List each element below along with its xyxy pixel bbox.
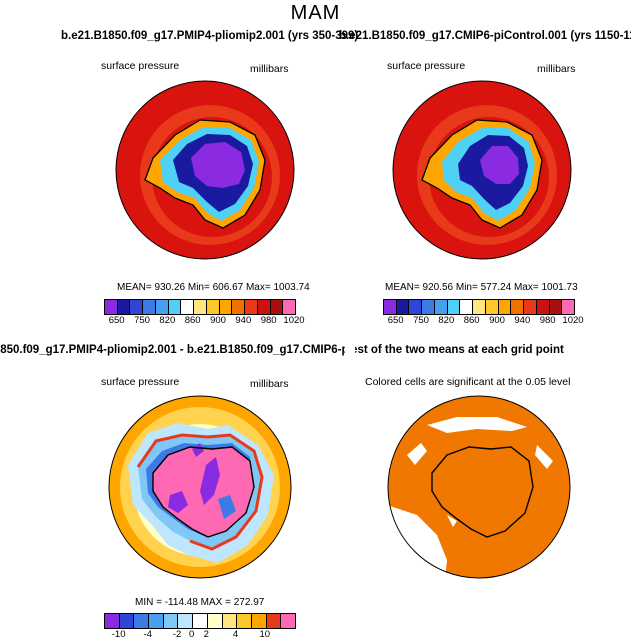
- panel-3-colorbar-ticks: -10 -4 -2 0 2 4 10: [104, 629, 294, 641]
- colorbar-swatch: [434, 300, 448, 314]
- colorbar-swatch: [232, 300, 246, 314]
- colorbar-tick-label: 650: [108, 315, 125, 326]
- colorbar-swatch: [257, 300, 271, 314]
- colorbar-swatch: [485, 300, 499, 314]
- colorbar-swatch: [266, 614, 282, 628]
- colorbar-tick-label: 650: [387, 315, 404, 326]
- colorbar-tick-label: -2: [172, 629, 182, 640]
- colorbar-tick-label: 860: [184, 315, 201, 326]
- panel-3-title: b.e21.B1850.f09_g17.PMIP4-pliomip2.001 -…: [0, 344, 345, 356]
- panel-1-stats: MEAN= 930.26 Min= 606.67 Max= 1003.74: [117, 282, 310, 293]
- colorbar-swatch: [207, 614, 223, 628]
- colorbar-swatch: [473, 300, 486, 314]
- panel-3-polar-map: [108, 395, 292, 579]
- colorbar-swatch: [281, 614, 295, 628]
- colorbar-tick-label: 2: [203, 629, 209, 640]
- colorbar-swatch: [143, 300, 156, 314]
- colorbar-swatch: [117, 300, 131, 314]
- colorbar-swatch: [498, 300, 512, 314]
- colorbar-swatch: [524, 300, 537, 314]
- colorbar-swatch: [283, 300, 296, 314]
- panel-4-title: T-test of the two means at each grid poi…: [355, 344, 564, 356]
- colorbar-tick-label: 820: [438, 315, 455, 326]
- colorbar-tick-label: 1020: [283, 315, 305, 326]
- colorbar-swatch: [460, 300, 474, 314]
- colorbar-tick-label: 750: [413, 315, 429, 326]
- colorbar-swatch: [222, 614, 238, 628]
- panel-1-title: b.e21.B1850.f09_g17.PMIP4-pliomip2.001 (…: [61, 30, 359, 42]
- panel-1-colorbar: [104, 299, 296, 315]
- colorbar-swatch: [536, 300, 550, 314]
- colorbar-swatch: [562, 300, 575, 314]
- colorbar-swatch: [237, 614, 252, 628]
- panel-4-significance-label: Colored cells are significant at the 0.0…: [365, 376, 571, 388]
- colorbar-swatch: [149, 614, 164, 628]
- colorbar-swatch: [105, 300, 118, 314]
- panel-3-stats: MIN = -114.48 MAX = 272.97: [135, 597, 265, 608]
- panel-1-units-label: millibars: [250, 63, 289, 75]
- panel-2-colorbar-ticks: 650 750 820 860 900 940 980 1020: [383, 315, 584, 327]
- colorbar-swatch: [219, 300, 233, 314]
- panel-3-units-label: millibars: [250, 378, 289, 390]
- panel-1-colorbar-ticks: 650 750 820 860 900 940 980 1020: [104, 315, 305, 327]
- panel-3-title-clip: b.e21.B1850.f09_g17.PMIP4-pliomip2.001 -…: [0, 340, 345, 356]
- colorbar-tick-label: 860: [463, 315, 480, 326]
- panel-2-stats: MEAN= 920.56 Min= 577.24 Max= 1001.73: [385, 282, 578, 293]
- colorbar-swatch: [168, 300, 182, 314]
- panel-2-colorbar: [383, 299, 575, 315]
- colorbar-swatch: [396, 300, 410, 314]
- panel-4-polar-map: [387, 395, 571, 579]
- colorbar-swatch: [251, 614, 267, 628]
- colorbar-swatch: [270, 300, 284, 314]
- panel-1-polar-map: [115, 80, 295, 260]
- colorbar-swatch: [178, 614, 194, 628]
- colorbar-swatch: [155, 300, 169, 314]
- colorbar-tick-label: 4: [232, 629, 239, 640]
- panel-3-variable-label: surface pressure: [101, 376, 180, 388]
- panel-2-title: b.e21.B1850.f09_g17.CMIP6-piControl.001 …: [339, 30, 631, 42]
- colorbar-swatch: [181, 300, 195, 314]
- colorbar-swatch: [163, 614, 179, 628]
- panel-2-units-label: millibars: [537, 63, 576, 75]
- colorbar-swatch: [206, 300, 220, 314]
- panel-2-variable-label: surface pressure: [387, 60, 466, 72]
- colorbar-tick-label: 980: [539, 315, 556, 326]
- colorbar-tick-label: -10: [111, 629, 126, 640]
- colorbar-tick-label: 1020: [562, 315, 584, 326]
- colorbar-swatch: [447, 300, 461, 314]
- colorbar-tick-label: 820: [159, 315, 176, 326]
- panel-2-polar-map: [392, 80, 572, 260]
- colorbar-tick-label: 0: [189, 629, 195, 640]
- colorbar-tick-label: 900: [210, 315, 226, 326]
- colorbar-swatch: [511, 300, 525, 314]
- figure-title: MAM: [290, 2, 341, 24]
- colorbar-tick-label: 940: [235, 315, 252, 326]
- panel-4-title-clip: T-test of the two means at each grid poi…: [355, 340, 631, 356]
- colorbar-swatch: [130, 300, 144, 314]
- colorbar-swatch: [549, 300, 563, 314]
- panel-3-colorbar: [104, 613, 296, 629]
- colorbar-tick-label: -4: [143, 629, 153, 640]
- colorbar-tick-label: 750: [134, 315, 150, 326]
- colorbar-tick-label: 900: [489, 315, 505, 326]
- colorbar-swatch: [194, 300, 207, 314]
- colorbar-swatch: [105, 614, 120, 628]
- colorbar-tick-label: 10: [259, 629, 271, 640]
- colorbar-swatch: [422, 300, 435, 314]
- colorbar-swatch: [384, 300, 397, 314]
- colorbar-tick-label: 940: [514, 315, 531, 326]
- colorbar-tick-label: 980: [260, 315, 277, 326]
- colorbar-swatch: [193, 614, 208, 628]
- panel-1-variable-label: surface pressure: [101, 60, 180, 72]
- colorbar-swatch: [119, 614, 135, 628]
- colorbar-swatch: [245, 300, 258, 314]
- colorbar-swatch: [409, 300, 423, 314]
- colorbar-swatch: [134, 614, 150, 628]
